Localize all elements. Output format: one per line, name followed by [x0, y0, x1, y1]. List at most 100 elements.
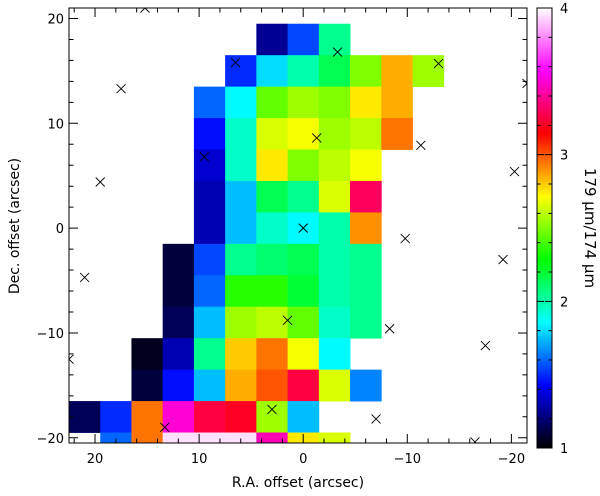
- map-pixel: [256, 212, 288, 245]
- map-pixel: [381, 118, 413, 150]
- map-pixel: [256, 23, 288, 56]
- map-pixel: [193, 212, 226, 245]
- map-pixel: [318, 243, 351, 276]
- colorbar-ticks: 1 2 3 4: [537, 2, 568, 457]
- map-pixel: [287, 275, 320, 308]
- map-pixel: [225, 180, 257, 213]
- map-pixel: [193, 338, 226, 371]
- map-pixel: [193, 86, 226, 119]
- source-marker: [95, 177, 106, 187]
- plot-frame: [68, 7, 528, 444]
- map-pixel: [350, 149, 382, 182]
- map-pixel: [287, 369, 320, 402]
- map-pixel: [318, 432, 351, 443]
- map-pixel: [256, 275, 288, 308]
- map-pixel: [287, 118, 320, 150]
- map-pixel: [256, 432, 288, 443]
- map-pixel: [225, 55, 257, 88]
- map-pixel: [162, 338, 195, 371]
- map-pixel: [69, 401, 70, 433]
- map-pixel: [318, 275, 351, 308]
- map-pixel: [350, 212, 382, 245]
- map-pixel: [225, 118, 257, 150]
- map-pixel: [225, 369, 257, 402]
- map-pixel: [256, 180, 288, 213]
- source-marker: [267, 404, 277, 415]
- source-marker: [470, 437, 480, 443]
- source-marker: [416, 140, 426, 151]
- source-marker: [480, 340, 491, 351]
- map-pixel: [162, 432, 195, 443]
- map-pixel: [193, 180, 226, 213]
- map-pixel: [193, 306, 226, 339]
- map-pixel: [131, 432, 164, 443]
- map-pixel: [193, 432, 226, 443]
- colorbar-tick-label: 1: [560, 442, 568, 457]
- map-pixel: [287, 401, 320, 433]
- map-pixel: [225, 432, 257, 443]
- map-pixel: [100, 432, 132, 443]
- y-tick-label: −20: [37, 432, 64, 447]
- map-pixel: [318, 118, 351, 150]
- source-marker: [522, 78, 527, 89]
- map-pixel: [256, 243, 288, 276]
- map-pixel: [318, 180, 351, 213]
- map-pixel: [287, 180, 320, 213]
- map-pixel: [350, 369, 382, 402]
- x-tick-label: 0: [299, 452, 307, 467]
- colorbar-tick-label: 3: [560, 149, 568, 164]
- map-pixel: [162, 306, 195, 339]
- map-pixel: [350, 306, 382, 339]
- source-marker: [371, 414, 381, 424]
- map-pixel: [69, 401, 101, 433]
- x-tick-label: 10: [191, 452, 208, 467]
- map-pixel: [318, 306, 351, 339]
- x-tick-label: −10: [394, 452, 421, 467]
- map-pixel: [287, 149, 320, 182]
- map-pixel: [350, 55, 382, 88]
- map-pixel: [100, 401, 132, 433]
- source-marker: [79, 272, 90, 283]
- source-marker: [498, 254, 508, 265]
- map-pixel: [381, 86, 413, 119]
- map-pixel: [350, 275, 382, 308]
- map-pixel: [350, 86, 382, 119]
- map-pixel: [318, 23, 351, 56]
- map-pixel: [256, 55, 288, 88]
- map-pixel: [287, 55, 320, 88]
- source-marker: [311, 133, 322, 143]
- source-marker: [282, 315, 293, 326]
- map-pixel: [318, 86, 351, 119]
- source-marker: [159, 422, 170, 433]
- map-pixel: [318, 55, 351, 88]
- source-marker: [400, 233, 411, 244]
- colorbar-label: 179 μm/174 μm: [581, 168, 599, 288]
- axis-ticks: [69, 8, 527, 443]
- map-pixel: [318, 369, 351, 402]
- source-marker: [199, 152, 210, 162]
- map-pixel: [256, 338, 288, 371]
- map-pixel: [162, 401, 195, 433]
- map-pixel: [256, 306, 288, 339]
- map-pixel: [256, 118, 288, 150]
- map-pixel: [287, 306, 320, 339]
- y-tick-label: 20: [47, 12, 64, 27]
- map-pixel: [162, 369, 195, 402]
- map-pixel: [162, 243, 195, 276]
- source-marker: [298, 223, 309, 233]
- x-tick-label: −20: [498, 452, 525, 467]
- map-pixel: [318, 338, 351, 371]
- x-axis-label: R.A. offset (arcsec): [232, 475, 364, 491]
- map-pixel: [318, 212, 351, 245]
- map-pixel: [256, 401, 288, 433]
- colorbar-tick-label: 2: [560, 295, 568, 310]
- map-pixel: [287, 86, 320, 119]
- source-marker: [384, 323, 395, 334]
- map-pixel: [193, 118, 226, 150]
- map-pixel: [256, 369, 288, 402]
- colorbar: [536, 7, 553, 449]
- map-pixel: [193, 369, 226, 402]
- source-marker: [116, 83, 126, 94]
- map-pixel: [193, 401, 226, 433]
